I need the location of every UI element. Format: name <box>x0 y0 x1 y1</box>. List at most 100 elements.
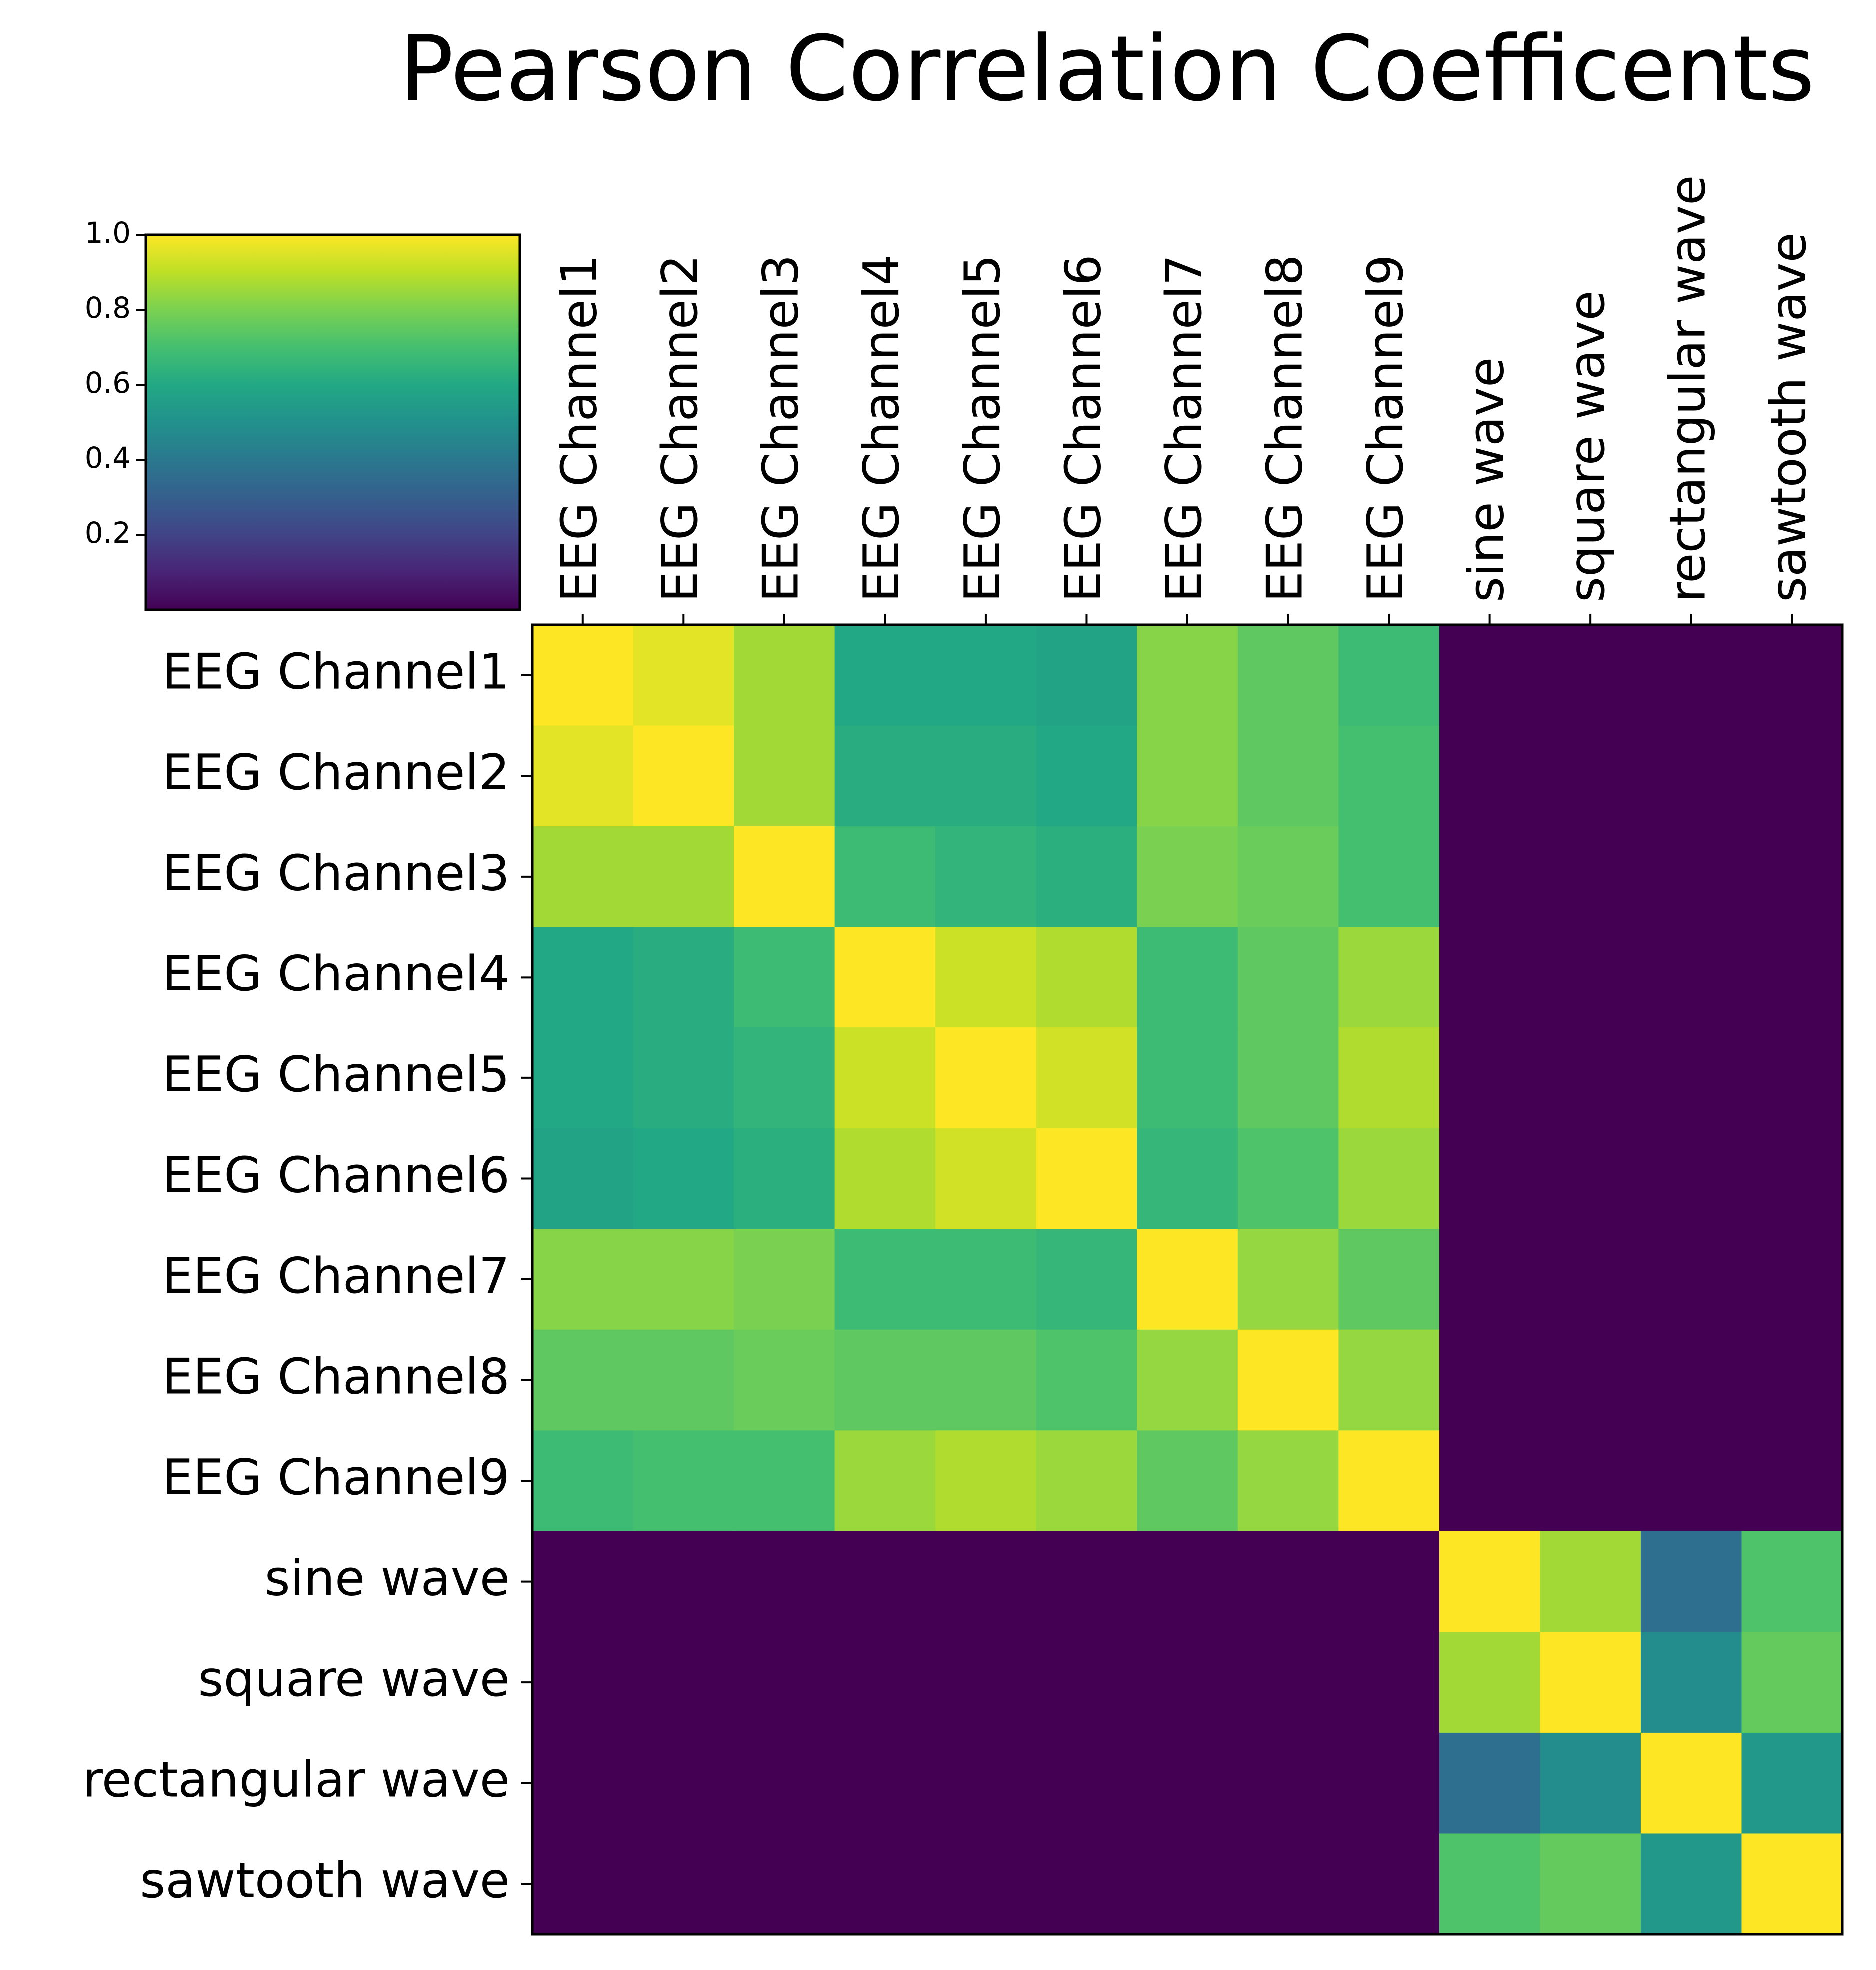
heatmap-cell <box>1741 1531 1843 1632</box>
colorbar-tick-label: 0.6 <box>85 366 131 400</box>
heatmap-cell <box>1137 725 1238 827</box>
heatmap-cell <box>1137 1732 1238 1834</box>
heatmap-cell <box>1540 1027 1641 1129</box>
heatmap-cell <box>1741 826 1843 928</box>
heatmap-cell <box>935 927 1037 1028</box>
heatmap-cell <box>935 1430 1037 1532</box>
heatmap-cell <box>1439 1329 1540 1431</box>
y-axis-labels: EEG Channel1 EEG Channel2 EEG Channel3 EEG … <box>83 644 532 1909</box>
heatmap-cell <box>1036 1027 1137 1129</box>
heatmap-cell <box>532 1329 634 1431</box>
heatmap-cell <box>834 1632 936 1733</box>
heatmap-cell <box>734 1430 835 1532</box>
heatmap-cell <box>1540 625 1641 726</box>
y-tick-label: EEG Channel3 <box>162 845 510 902</box>
heatmap-cell <box>532 1430 634 1532</box>
x-tick-label: EEG Channel6 <box>1055 254 1112 602</box>
heatmap-cell <box>734 1833 835 1935</box>
heatmap-cell <box>935 826 1037 928</box>
x-tick-label: EEG Channel1 <box>551 254 608 602</box>
heatmap-cell <box>1439 1833 1540 1935</box>
x-tick-label: sawtooth wave <box>1760 232 1817 602</box>
heatmap-cell <box>1540 826 1641 928</box>
heatmap-cell <box>1741 625 1843 726</box>
heatmap-cell <box>1237 1027 1339 1129</box>
heatmap-cell <box>935 1632 1037 1733</box>
heatmap-cell <box>1741 1128 1843 1229</box>
heatmap-cell <box>1540 1632 1641 1733</box>
heatmap-cell <box>1338 1833 1440 1935</box>
heatmap-cell <box>1237 1329 1339 1431</box>
heatmap-cell <box>1237 826 1339 928</box>
heatmap-cell <box>1338 1229 1440 1330</box>
x-tick-label: square wave <box>1559 290 1616 602</box>
y-tick-label: square wave <box>198 1651 510 1708</box>
x-tick-label: EEG Channel8 <box>1256 254 1313 602</box>
heatmap-cell <box>1338 725 1440 827</box>
heatmap-cell <box>1338 1632 1440 1733</box>
heatmap-cell <box>1741 1027 1843 1129</box>
heatmap-cell <box>1036 1128 1137 1229</box>
heatmap-cell <box>1036 1229 1137 1330</box>
y-tick-label: EEG Channel5 <box>162 1046 510 1103</box>
heatmap-cell <box>935 725 1037 827</box>
heatmap-cell <box>734 1329 835 1431</box>
heatmap-cell <box>1540 725 1641 827</box>
heatmap-cell <box>734 1128 835 1229</box>
heatmap-cell <box>1338 625 1440 726</box>
heatmap-grid <box>531 623 1844 1936</box>
heatmap-cell <box>532 1632 634 1733</box>
heatmap-cell <box>1540 1229 1641 1330</box>
heatmap-cell <box>1741 1430 1843 1532</box>
y-tick-label: EEG Channel1 <box>162 644 510 701</box>
heatmap-cell <box>935 1329 1037 1431</box>
heatmap-cell <box>1237 1128 1339 1229</box>
y-tick-label: sine wave <box>265 1550 510 1607</box>
heatmap-cell <box>1036 1329 1137 1431</box>
heatmap-cell <box>532 1128 634 1229</box>
heatmap-cell <box>1338 1027 1440 1129</box>
heatmap-cell <box>1640 826 1742 928</box>
heatmap-cell <box>1036 1833 1137 1935</box>
heatmap-cell <box>1439 826 1540 928</box>
heatmap-cell <box>834 1531 936 1632</box>
heatmap-cell <box>734 927 835 1028</box>
heatmap-cell <box>1137 1531 1238 1632</box>
heatmap-cell <box>935 1732 1037 1834</box>
heatmap-cell <box>734 1531 835 1632</box>
x-tick-label: EEG Channel7 <box>1156 254 1213 602</box>
heatmap-cell <box>633 1833 734 1935</box>
x-axis-labels: EEG Channel1 EEG Channel2 EEG Channel3 EEG … <box>551 175 1817 625</box>
heatmap-cell <box>532 826 634 928</box>
heatmap-cell <box>1237 927 1339 1028</box>
heatmap-cell <box>1640 1229 1742 1330</box>
y-tick-label: EEG Channel4 <box>162 946 510 1002</box>
heatmap-cell <box>633 826 734 928</box>
heatmap-cell <box>1237 1229 1339 1330</box>
heatmap-cell <box>1338 1329 1440 1431</box>
heatmap-cell <box>633 927 734 1028</box>
heatmap-cell <box>1741 1732 1843 1834</box>
heatmap-cell <box>734 625 835 726</box>
heatmap-cell <box>1036 1531 1137 1632</box>
heatmap-cell <box>633 1027 734 1129</box>
heatmap-cell <box>1439 1128 1540 1229</box>
heatmap-cell <box>1741 725 1843 827</box>
heatmap-cell <box>1439 725 1540 827</box>
heatmap-cell <box>1741 1632 1843 1733</box>
heatmap-cell <box>834 927 936 1028</box>
heatmap-cell <box>1439 1732 1540 1834</box>
heatmap-cell <box>734 1632 835 1733</box>
heatmap-cell <box>1137 625 1238 726</box>
x-tick-label: EEG Channel9 <box>1357 254 1414 602</box>
heatmap-cell <box>834 1027 936 1129</box>
heatmap-cell <box>734 1027 835 1129</box>
heatmap-cell <box>1338 1430 1440 1532</box>
heatmap-cell <box>1036 1632 1137 1733</box>
heatmap-cell <box>1137 927 1238 1028</box>
y-tick-label: rectangular wave <box>83 1752 510 1809</box>
heatmap-cell <box>633 1229 734 1330</box>
heatmap-cell <box>633 1732 734 1834</box>
heatmap-cell <box>1036 625 1137 726</box>
